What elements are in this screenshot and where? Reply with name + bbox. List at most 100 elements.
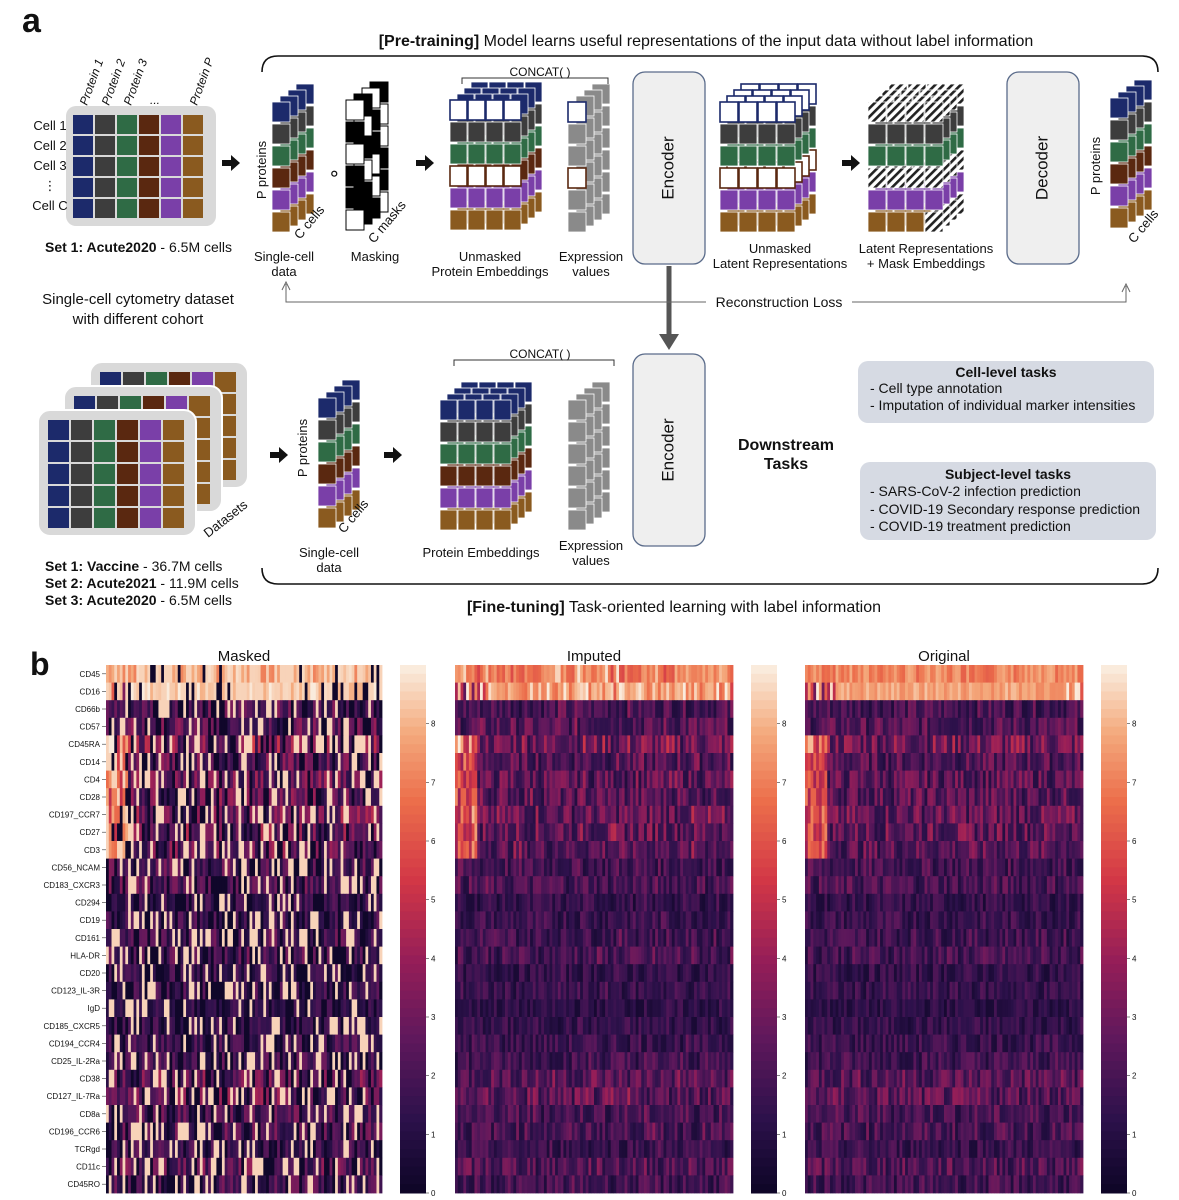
heatmap-cell bbox=[315, 770, 319, 789]
heatmap-cell bbox=[368, 1069, 372, 1088]
heatmap-cell bbox=[337, 1105, 341, 1123]
heatmap-cell bbox=[163, 858, 168, 877]
heatmap-cell bbox=[188, 1069, 192, 1088]
heatmap-cell bbox=[175, 946, 179, 965]
stack-cell bbox=[567, 101, 587, 123]
heatmap-cell bbox=[585, 665, 589, 683]
heatmap-cell bbox=[119, 823, 123, 842]
heatmap-cell bbox=[257, 946, 261, 965]
expression-stack-2 bbox=[567, 381, 611, 531]
heatmap-cell bbox=[493, 753, 498, 771]
heatmap-cell bbox=[591, 700, 595, 719]
heatmap-cell bbox=[106, 788, 110, 807]
heatmap-cell bbox=[635, 788, 639, 807]
heatmap-cell bbox=[321, 964, 325, 983]
heatmap-cell bbox=[244, 946, 248, 965]
heatmap-cell bbox=[166, 911, 170, 930]
heatmap-cell bbox=[290, 981, 295, 1000]
heatmap-cell bbox=[144, 1069, 148, 1088]
colorbar-segment bbox=[400, 673, 426, 684]
heatmap-cell bbox=[357, 735, 361, 754]
heatmap-cell bbox=[119, 1122, 123, 1141]
heatmap-cell bbox=[357, 1069, 361, 1088]
heatmap-cell bbox=[602, 682, 606, 701]
heatmap-cell bbox=[649, 665, 653, 683]
heatmap-cell bbox=[180, 841, 184, 859]
heatmap-cell bbox=[152, 1052, 157, 1071]
heatmap-cell bbox=[337, 1052, 341, 1071]
heatmap-cell bbox=[163, 1122, 168, 1141]
heatmap-cell bbox=[139, 841, 143, 859]
heatmap-cell bbox=[727, 753, 731, 771]
heatmap-cell bbox=[235, 1034, 239, 1053]
heatmap-cell bbox=[549, 823, 553, 842]
heatmap-cell bbox=[186, 1087, 190, 1106]
heatmap-cell bbox=[613, 717, 617, 736]
heatmap-cell bbox=[288, 1140, 292, 1159]
stack-cell bbox=[317, 463, 337, 485]
heatmap-cell bbox=[343, 1175, 347, 1194]
heatmap-cell bbox=[307, 911, 311, 930]
heatmap-cell bbox=[313, 1034, 317, 1053]
heatmap-cell bbox=[221, 893, 226, 912]
heatmap-cell bbox=[271, 665, 275, 683]
heatmap-cell bbox=[304, 665, 308, 683]
heatmap-cell bbox=[301, 1087, 306, 1106]
heatmap-cell bbox=[257, 858, 261, 877]
heatmap-cell bbox=[571, 753, 575, 771]
heatmap-cell bbox=[150, 893, 154, 912]
stack-cell bbox=[317, 441, 337, 463]
heatmap-cell bbox=[524, 823, 528, 842]
heatmap-cell bbox=[216, 911, 220, 930]
heatmap-cell bbox=[279, 999, 284, 1018]
heatmap-cell bbox=[117, 1157, 121, 1176]
heatmap-cell bbox=[213, 841, 217, 859]
heatmap-cell bbox=[197, 1034, 201, 1053]
heatmap-cell bbox=[326, 876, 330, 895]
stack-cell bbox=[719, 123, 739, 145]
heatmap-cell bbox=[205, 805, 209, 824]
heatmap-cell bbox=[282, 858, 286, 877]
heatmap-cell bbox=[199, 665, 203, 683]
heatmap-cell bbox=[324, 858, 328, 877]
heatmap-cell bbox=[566, 735, 570, 754]
heatmap-cell bbox=[373, 1052, 377, 1071]
heatmap-cell bbox=[274, 1052, 278, 1071]
heatmap-cell bbox=[359, 1034, 364, 1053]
heatmap-cell bbox=[616, 753, 620, 771]
heatmap-cell bbox=[307, 1140, 311, 1159]
heatmap-cell bbox=[241, 682, 245, 701]
heatmap-cell bbox=[246, 753, 250, 771]
heatmap-cell bbox=[208, 1157, 212, 1176]
heatmap-cell bbox=[197, 665, 201, 683]
heatmap-cell bbox=[252, 1175, 256, 1194]
heatmap-cell bbox=[362, 929, 366, 947]
heatmap-cell bbox=[188, 1105, 192, 1123]
heatmap-cell bbox=[713, 805, 717, 824]
heatmap-cell bbox=[351, 1105, 355, 1123]
stack-cell bbox=[439, 421, 458, 443]
heatmap-cell bbox=[191, 805, 195, 824]
stack-cell bbox=[449, 209, 468, 231]
stack-cell bbox=[449, 121, 468, 143]
heatmap-cell bbox=[516, 700, 520, 719]
heatmap-cell bbox=[288, 788, 292, 807]
heatmap-cell bbox=[543, 805, 548, 824]
heatmap-cell bbox=[136, 1052, 140, 1071]
heatmap-cell bbox=[332, 858, 336, 877]
matrix-cell bbox=[73, 178, 93, 197]
heatmap-cell bbox=[671, 770, 676, 789]
heatmap-cell bbox=[644, 735, 648, 754]
heatmap-cell bbox=[155, 1140, 159, 1159]
heatmap-cell bbox=[191, 1069, 195, 1088]
heatmap-cell bbox=[621, 700, 625, 719]
heatmap-cell bbox=[246, 665, 250, 683]
heatmap-cell bbox=[232, 1175, 237, 1194]
heatmap-cell bbox=[158, 1122, 162, 1141]
heatmap-cell bbox=[326, 929, 330, 947]
heatmap-cell bbox=[557, 823, 562, 842]
heatmap-cell bbox=[130, 735, 134, 754]
heatmap-cell bbox=[252, 770, 256, 789]
heatmap-cell bbox=[268, 770, 272, 789]
heatmap-cell bbox=[232, 770, 237, 789]
